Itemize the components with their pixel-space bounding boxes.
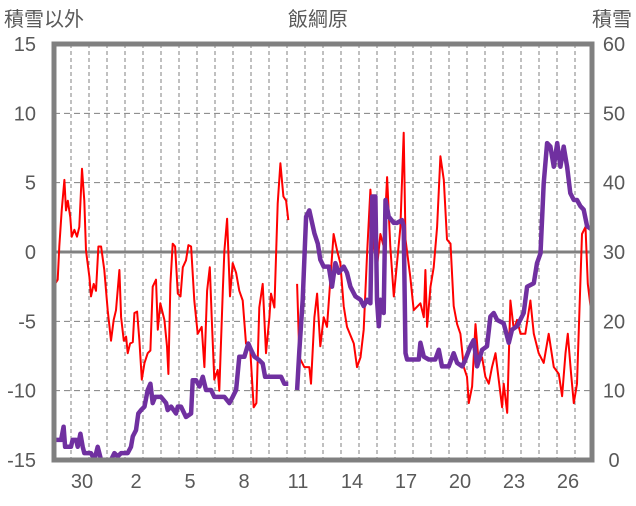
x-tick-label: 8 — [238, 471, 249, 493]
x-tick-label: 20 — [449, 471, 471, 493]
right-tick-label: 40 — [603, 173, 625, 195]
left-tick-label: -15 — [7, 450, 36, 472]
right-axis-title: 積雪 — [592, 8, 632, 31]
left-axis-title: 積雪以外 — [4, 8, 84, 31]
x-tick-label: 14 — [341, 471, 363, 493]
x-tick-label: 23 — [503, 471, 525, 493]
snow-depth-line — [55, 140, 594, 463]
x-tick-label: 17 — [395, 471, 417, 493]
right-tick-label: 20 — [603, 311, 625, 333]
x-tick-label: 11 — [288, 471, 309, 493]
tick-labels: 15 60 10 50 5 40 0 30 -5 20 -10 10 -15 0 30 2 5 8 11 14 17 20… — [7, 34, 625, 493]
right-tick-label: 50 — [603, 103, 625, 125]
left-tick-label: 5 — [25, 173, 36, 195]
right-tick-label: 30 — [603, 242, 625, 264]
right-tick-label: 60 — [603, 34, 625, 56]
chart-title: 飯綱原 — [288, 8, 348, 31]
plot-frame — [51, 41, 595, 463]
other-series-line — [54, 131, 592, 414]
right-tick-label: 0 — [608, 450, 619, 472]
gridlines — [54, 44, 592, 460]
x-tick-label: 26 — [557, 471, 579, 493]
left-tick-label: 0 — [25, 242, 36, 264]
x-tick-label: 2 — [130, 471, 141, 493]
right-tick-label: 10 — [603, 381, 625, 403]
series-lines — [54, 131, 594, 463]
x-tick-label: 30 — [71, 471, 93, 493]
left-tick-label: 15 — [14, 34, 36, 56]
left-tick-label: -5 — [18, 311, 36, 333]
left-tick-label: -10 — [7, 381, 36, 403]
left-tick-label: 10 — [14, 103, 36, 125]
x-tick-label: 5 — [184, 471, 195, 493]
